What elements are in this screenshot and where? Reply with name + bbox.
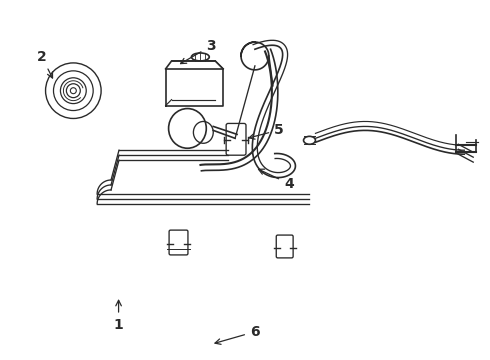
Text: 6: 6 xyxy=(215,325,260,344)
Text: 4: 4 xyxy=(259,169,294,190)
Text: 1: 1 xyxy=(114,300,123,332)
Text: 2: 2 xyxy=(37,50,52,78)
Text: 3: 3 xyxy=(180,39,216,64)
Text: 5: 5 xyxy=(249,123,284,139)
